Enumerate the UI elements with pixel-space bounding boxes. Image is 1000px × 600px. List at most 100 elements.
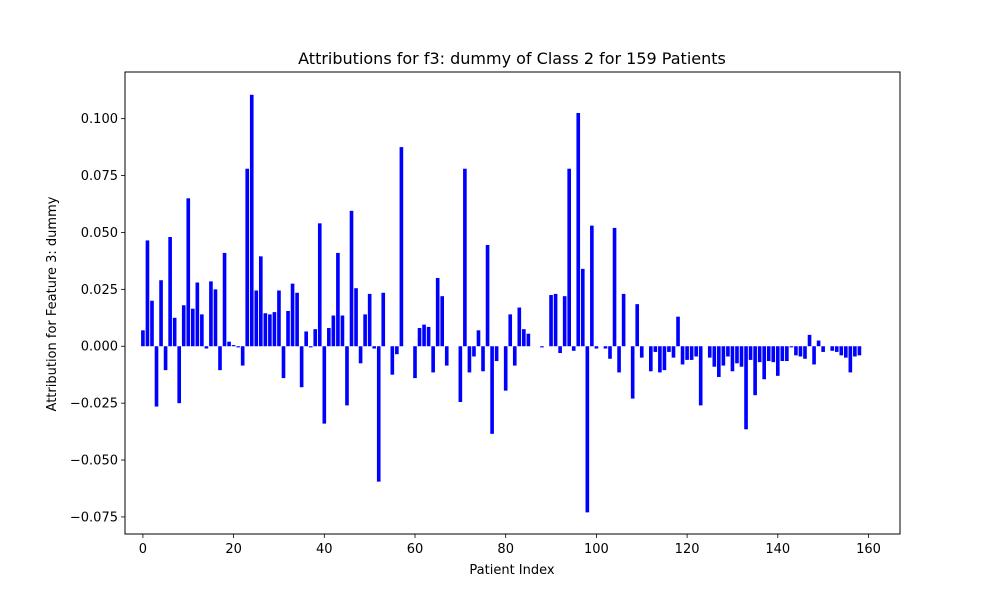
bar-158 [857,346,862,356]
bar-134 [748,346,753,360]
bar-85 [526,333,531,347]
bar-44 [340,315,345,347]
bar-108 [630,346,635,399]
bar-90 [549,295,553,347]
bar-119 [680,346,685,365]
bar-91 [553,293,558,347]
bar-53 [381,292,386,347]
bar-137 [762,346,766,380]
bar-84 [522,329,526,347]
bar-139 [771,346,776,363]
bar-128 [721,346,726,366]
bar-55 [390,346,395,375]
bar-41 [327,328,331,347]
bar-152 [830,346,835,351]
bar-80 [503,346,508,391]
bar-74 [476,330,481,347]
y-tick-label-5: 0.050 [81,226,118,241]
bar-154 [839,346,844,356]
bar-127 [717,346,721,377]
bar-36 [304,331,308,347]
bar-147 [807,334,812,347]
y-tick-label-4: 0.025 [81,283,118,298]
bar-42 [331,315,336,347]
bar-106 [621,293,626,347]
bar-132 [739,346,744,367]
bar-156 [848,346,853,373]
bar-56 [395,346,399,355]
y-tick-label-7: 0.100 [81,112,118,127]
bar-123 [698,346,703,406]
bar-33 [290,283,295,347]
bar-153 [834,346,839,352]
chart-title: Attributions for f3: dummy of Class 2 fo… [298,49,726,68]
bar-66 [440,296,445,347]
bar-120 [685,346,689,360]
bar-146 [803,346,807,359]
x-tick-label-60: 60 [407,542,424,557]
x-axis-ticks: 0 20 40 60 80 100 120 140 160 [139,534,881,557]
bar-125 [707,346,712,358]
bar-51 [372,346,376,349]
bar-12 [195,282,200,347]
bar-94 [567,168,571,347]
bar-10 [186,198,191,347]
y-tick-label-3: 0.000 [81,340,118,355]
bar-43 [336,252,340,347]
bar-70 [458,346,463,402]
bars [141,94,862,513]
bar-104 [612,227,617,347]
plot-frame [124,71,901,535]
y-tick-label-1: −0.050 [70,454,118,469]
y-axis-ticks: −0.075 −0.050 −0.025 0.000 0.025 0.050 0.075 0.… [70,112,125,525]
bar-144 [794,346,798,356]
bar-26 [259,256,263,347]
bar-30 [277,290,281,347]
bar-150 [821,346,825,352]
bar-18 [222,252,227,347]
bar-131 [735,346,739,364]
bar-140 [775,346,780,376]
bar-95 [571,346,576,351]
bar-24 [249,94,254,347]
bar-149 [816,340,821,347]
bar-92 [558,346,562,354]
bar-102 [603,346,608,349]
bar-62 [422,324,426,347]
bar-83 [517,307,522,347]
bar-37 [308,346,313,348]
bar-64 [431,346,435,373]
bar-61 [417,328,422,347]
bar-34 [295,292,299,347]
bar-71 [463,168,467,347]
bar-38 [313,329,318,347]
bar-14 [204,346,209,349]
bar-6 [168,237,172,347]
bar-148 [812,346,816,365]
bar-126 [712,346,717,367]
bar-60 [413,346,417,379]
bar-21 [236,346,240,348]
bar-22 [240,346,245,366]
bar-4 [159,280,163,347]
bar-25 [254,290,259,347]
bar-19 [227,341,231,347]
bar-122 [694,346,698,357]
bar-27 [263,313,268,347]
bar-11 [190,308,195,347]
bar-145 [798,346,803,357]
bar-76 [485,244,490,347]
x-tick-label-160: 160 [856,542,881,557]
bar-75 [481,346,485,372]
bar-135 [753,346,757,396]
bar-118 [676,316,680,347]
bar-5 [163,346,168,371]
bar-7 [172,317,177,347]
bar-3 [154,346,159,407]
bar-50 [367,293,372,347]
x-tick-label-120: 120 [675,542,700,557]
bar-116 [667,346,671,352]
x-axis-label: Patient Index [469,563,554,578]
